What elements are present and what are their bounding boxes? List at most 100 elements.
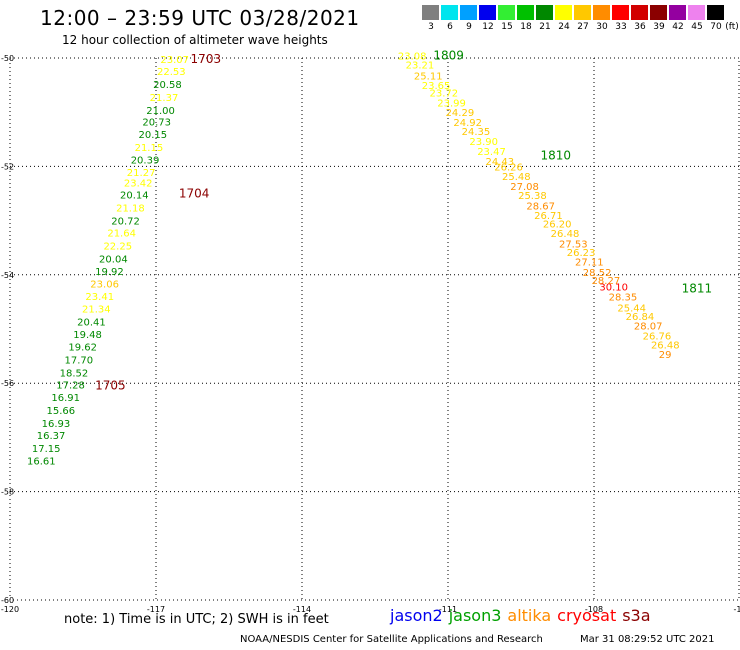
wave-height-value: 24.29 [446,108,475,119]
wave-height-value: 26.26 [494,162,523,173]
satellite-name: cryosat [557,606,617,625]
lat-tick-label: -60 [1,596,14,605]
wave-height-value: 23.08 [398,51,427,62]
map-border [9,57,740,601]
wave-height-value: 23.42 [124,179,153,190]
pass-number-label: 1703 [191,52,222,66]
legend-swatch [688,5,705,20]
wave-height-value: 23.90 [469,137,498,148]
lat-tick-label: -52 [1,162,14,171]
wave-height-value: 23.99 [437,98,466,109]
lon-tick-label: -114 [293,605,311,614]
wave-height-value: 24.43 [485,157,514,168]
satellite-name: jason3 [448,606,502,625]
legend-label: 27 [577,22,589,32]
wave-height-value: 23.07 [160,55,189,66]
wave-height-value: 17.28 [56,380,85,391]
pass-number-label: 1810 [540,149,571,163]
legend-label: 70 [710,22,722,32]
satellite-name: altika [507,606,552,625]
legend-label: 12 [482,22,494,32]
legend-swatch [517,5,534,20]
wave-height-value: 28.27 [592,276,621,287]
wave-height-value: 28.35 [609,292,638,303]
legend-swatch [555,5,572,20]
legend-swatch [574,5,591,20]
legend-label: 45 [691,22,703,32]
page-title: 12:00 – 23:59 UTC 03/28/2021 [40,6,360,30]
wave-height-value: 17.70 [65,355,94,366]
lon-tick-label: -117 [147,605,165,614]
wave-height-value: 20.15 [138,130,167,141]
wave-height-value: 25.44 [617,303,646,314]
legend-label: 33 [615,22,627,32]
map-grid [10,58,740,600]
wave-height-value: 21.27 [127,168,156,179]
legend-label: 15 [501,22,513,32]
satellite-name: jason2 [390,606,443,625]
wave-height-value: 28.52 [583,268,612,279]
wave-height-value: 21.15 [135,143,164,154]
wave-height-value: 26.48 [551,229,580,240]
wave-height-value: 26.48 [651,341,680,352]
credit-line: NOAA/NESDIS Center for Satellite Applica… [240,634,543,645]
satellite-name: s3a [622,606,651,625]
wave-height-value: 23.06 [90,279,119,290]
wave-height-value: 23.41 [85,292,114,303]
wave-height-value: 16.61 [27,457,56,468]
pass-number-label: 1809 [433,48,464,62]
legend-swatch [707,5,724,20]
wave-height-value: 16.91 [51,393,80,404]
wave-height-value: 25.38 [518,191,547,202]
legend-label: 42 [672,22,684,32]
legend-label: 21 [539,22,551,32]
legend-unit: (ft) [725,22,739,32]
legend-swatch [612,5,629,20]
legend-label: 24 [558,22,570,32]
wave-height-value: 17.15 [32,444,61,455]
wave-height-value: 21.64 [107,229,136,240]
wave-height-value: 18.52 [60,368,89,379]
wave-height-value: 23.65 [422,81,451,92]
legend-swatch [631,5,648,20]
lat-tick-label: -58 [1,488,14,497]
wave-height-value: 25.11 [414,71,443,82]
wave-height-value: 27.53 [559,239,588,250]
wave-height-value: 20.41 [77,317,106,328]
wave-height-value: 30.10 [599,283,628,294]
lon-tick-label: -108 [585,605,603,614]
wave-height-value: 25.48 [502,172,531,183]
satellite-legend: jason2 jason3 altika cryosat s3a [390,606,657,625]
lat-tick-label: -50 [1,54,14,63]
pass-number-label: 1704 [179,187,210,201]
legend-swatch [479,5,496,20]
wave-height-value: 15.66 [47,406,76,417]
wave-height-value: 21.00 [146,106,175,117]
generation-timestamp: Mar 31 08:29:52 UTC 2021 [580,634,715,645]
wave-height-value: 20.39 [131,155,160,166]
wave-height-value: 29 [659,350,672,361]
wave-height-value: 21.37 [150,93,179,104]
legend-label: 30 [596,22,608,32]
wave-height-value: 21.34 [82,304,111,315]
wave-height-value: 23.47 [477,147,506,158]
wave-height-value: 20.14 [120,191,149,202]
wave-height-value: 28.07 [634,322,663,333]
wave-height-value: 26.76 [643,332,672,343]
legend-swatch [650,5,667,20]
wave-height-value: 20.73 [142,117,171,128]
wave-height-value: 19.62 [68,342,97,353]
axis-ticks: -120 -117 -114 -111 -108 -10 -50 -52 -54 -56 -58 -6… [1,54,740,614]
wave-height-value: 27.08 [510,182,539,193]
pass-number-label: 1705 [95,378,126,392]
lat-tick-label: -56 [1,379,14,388]
legend-label: 18 [520,22,532,32]
wave-height-value: 28.67 [526,201,555,212]
legend-label: 39 [653,22,665,32]
wave-height-value: 22.53 [157,67,186,78]
legend-swatch [593,5,610,20]
wave-height-value: 20.72 [111,217,140,228]
footnote: note: 1) Time is in UTC; 2) SWH is in fe… [64,612,329,627]
wave-height-value: 26.84 [626,312,655,323]
